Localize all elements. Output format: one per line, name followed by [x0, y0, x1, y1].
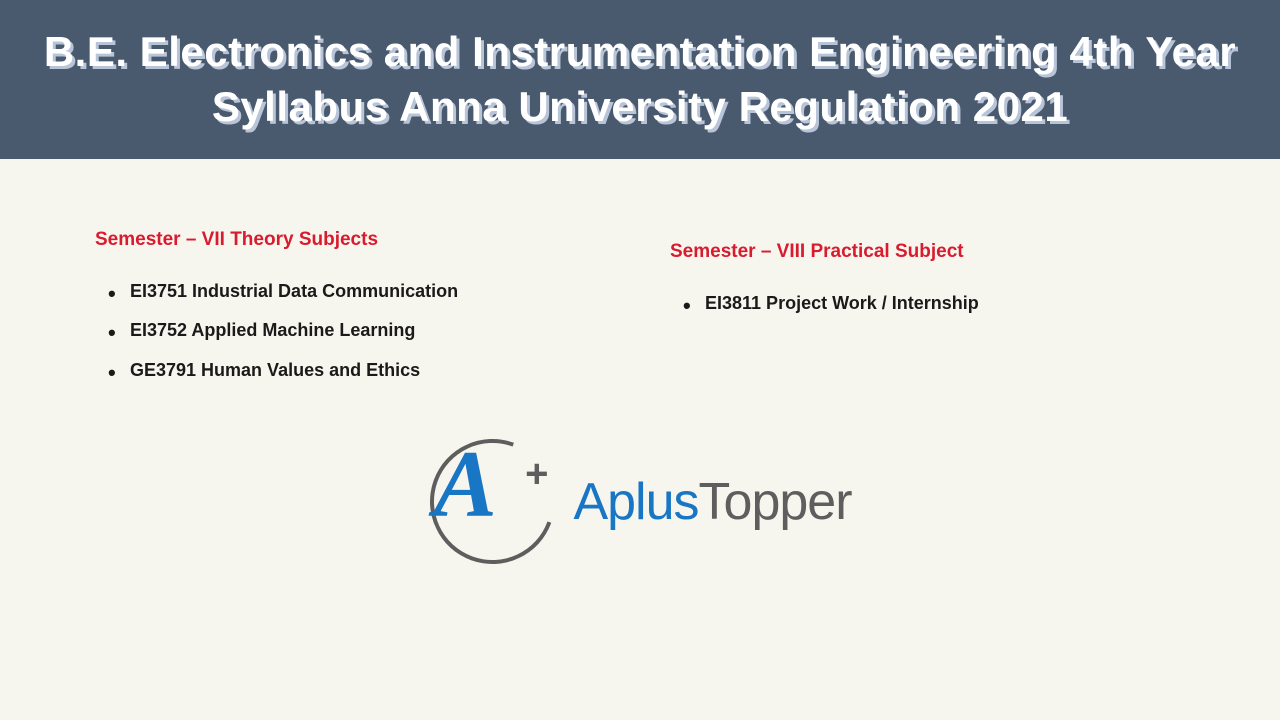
- logo-mark: A +: [428, 437, 558, 567]
- page-title: B.E. Electronics and Instrumentation Eng…: [40, 25, 1240, 134]
- list-item: EI3752 Applied Machine Learning: [130, 318, 610, 343]
- logo-container: A + AplusTopper: [0, 437, 1280, 567]
- semester-vii-heading: Semester – VII Theory Subjects: [95, 229, 610, 251]
- list-item: EI3811 Project Work / Internship: [705, 291, 1185, 316]
- content-area: Semester – VII Theory Subjects EI3751 In…: [0, 159, 1280, 417]
- semester-vii-list: EI3751 Industrial Data Communication EI3…: [95, 279, 610, 383]
- right-column: Semester – VIII Practical Subject EI3811…: [670, 229, 1185, 397]
- list-item: EI3751 Industrial Data Communication: [130, 279, 610, 304]
- semester-viii-heading: Semester – VIII Practical Subject: [670, 241, 1185, 263]
- logo-text: AplusTopper: [573, 472, 851, 532]
- logo-plus-icon: +: [525, 452, 548, 497]
- header-banner: B.E. Electronics and Instrumentation Eng…: [0, 0, 1280, 159]
- logo-letter: A: [433, 429, 496, 539]
- semester-viii-list: EI3811 Project Work / Internship: [670, 291, 1185, 316]
- logo-text-aplus: Aplus: [573, 473, 698, 531]
- logo-text-topper: Topper: [699, 473, 852, 531]
- list-item: GE3791 Human Values and Ethics: [130, 358, 610, 383]
- left-column: Semester – VII Theory Subjects EI3751 In…: [95, 229, 610, 397]
